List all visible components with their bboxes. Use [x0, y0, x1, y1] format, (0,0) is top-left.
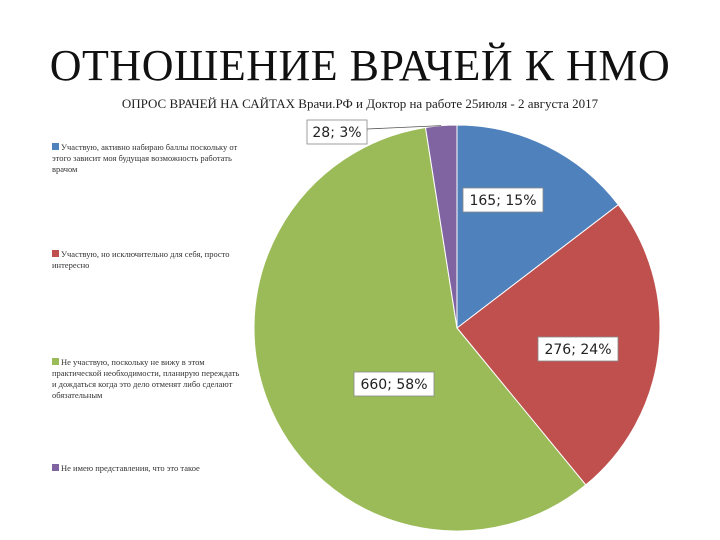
legend-label: Не имею представления, что это такое [61, 463, 200, 473]
slice-active [456, 124, 619, 330]
legend-swatch [52, 464, 59, 471]
legend-label: Участвую, активно набираю баллы поскольк… [52, 142, 238, 174]
data-label: 165; 15% [462, 187, 544, 213]
data-label: 28; 3% [306, 119, 368, 145]
legend-swatch [52, 250, 59, 257]
legend-label: Не участвую, поскольку не вижу в этом пр… [52, 357, 240, 400]
legend-item-not-participating: Не участвую, поскольку не вижу в этом пр… [52, 357, 242, 401]
legend: Участвую, активно набираю баллы поскольк… [52, 0, 242, 540]
data-label: 276; 24% [537, 336, 619, 362]
legend-swatch [52, 143, 59, 150]
legend-swatch [52, 358, 59, 365]
legend-item-no-idea: Не имею представления, что это такое [52, 463, 242, 474]
slice-no-idea [424, 124, 458, 329]
data-label-box [537, 336, 619, 362]
data-label: 660; 58% [353, 371, 435, 397]
data-label-text: 660; 58% [360, 377, 427, 393]
data-label-text: 28; 3% [312, 125, 361, 141]
legend-item-interest: Участвую, но исключительно для себя, про… [52, 249, 242, 271]
chart-subtitle: ОПРОС ВРАЧЕЙ НА САЙТАХ Врачи.РФ и Доктор… [121, 96, 599, 111]
data-label-text: 165; 15% [469, 193, 536, 209]
legend-label: Участвую, но исключительно для себя, про… [52, 249, 230, 270]
legend-item-active: Участвую, активно набираю баллы поскольк… [52, 142, 242, 175]
slice-not-participating [253, 126, 587, 532]
chart-title: ОТНОШЕНИЕ ВРАЧЕЙ К НМО [49, 41, 671, 90]
data-label-text: 276; 24% [544, 342, 611, 358]
data-label-box [306, 119, 368, 145]
data-label-box [462, 187, 544, 213]
data-label-box [353, 371, 435, 397]
